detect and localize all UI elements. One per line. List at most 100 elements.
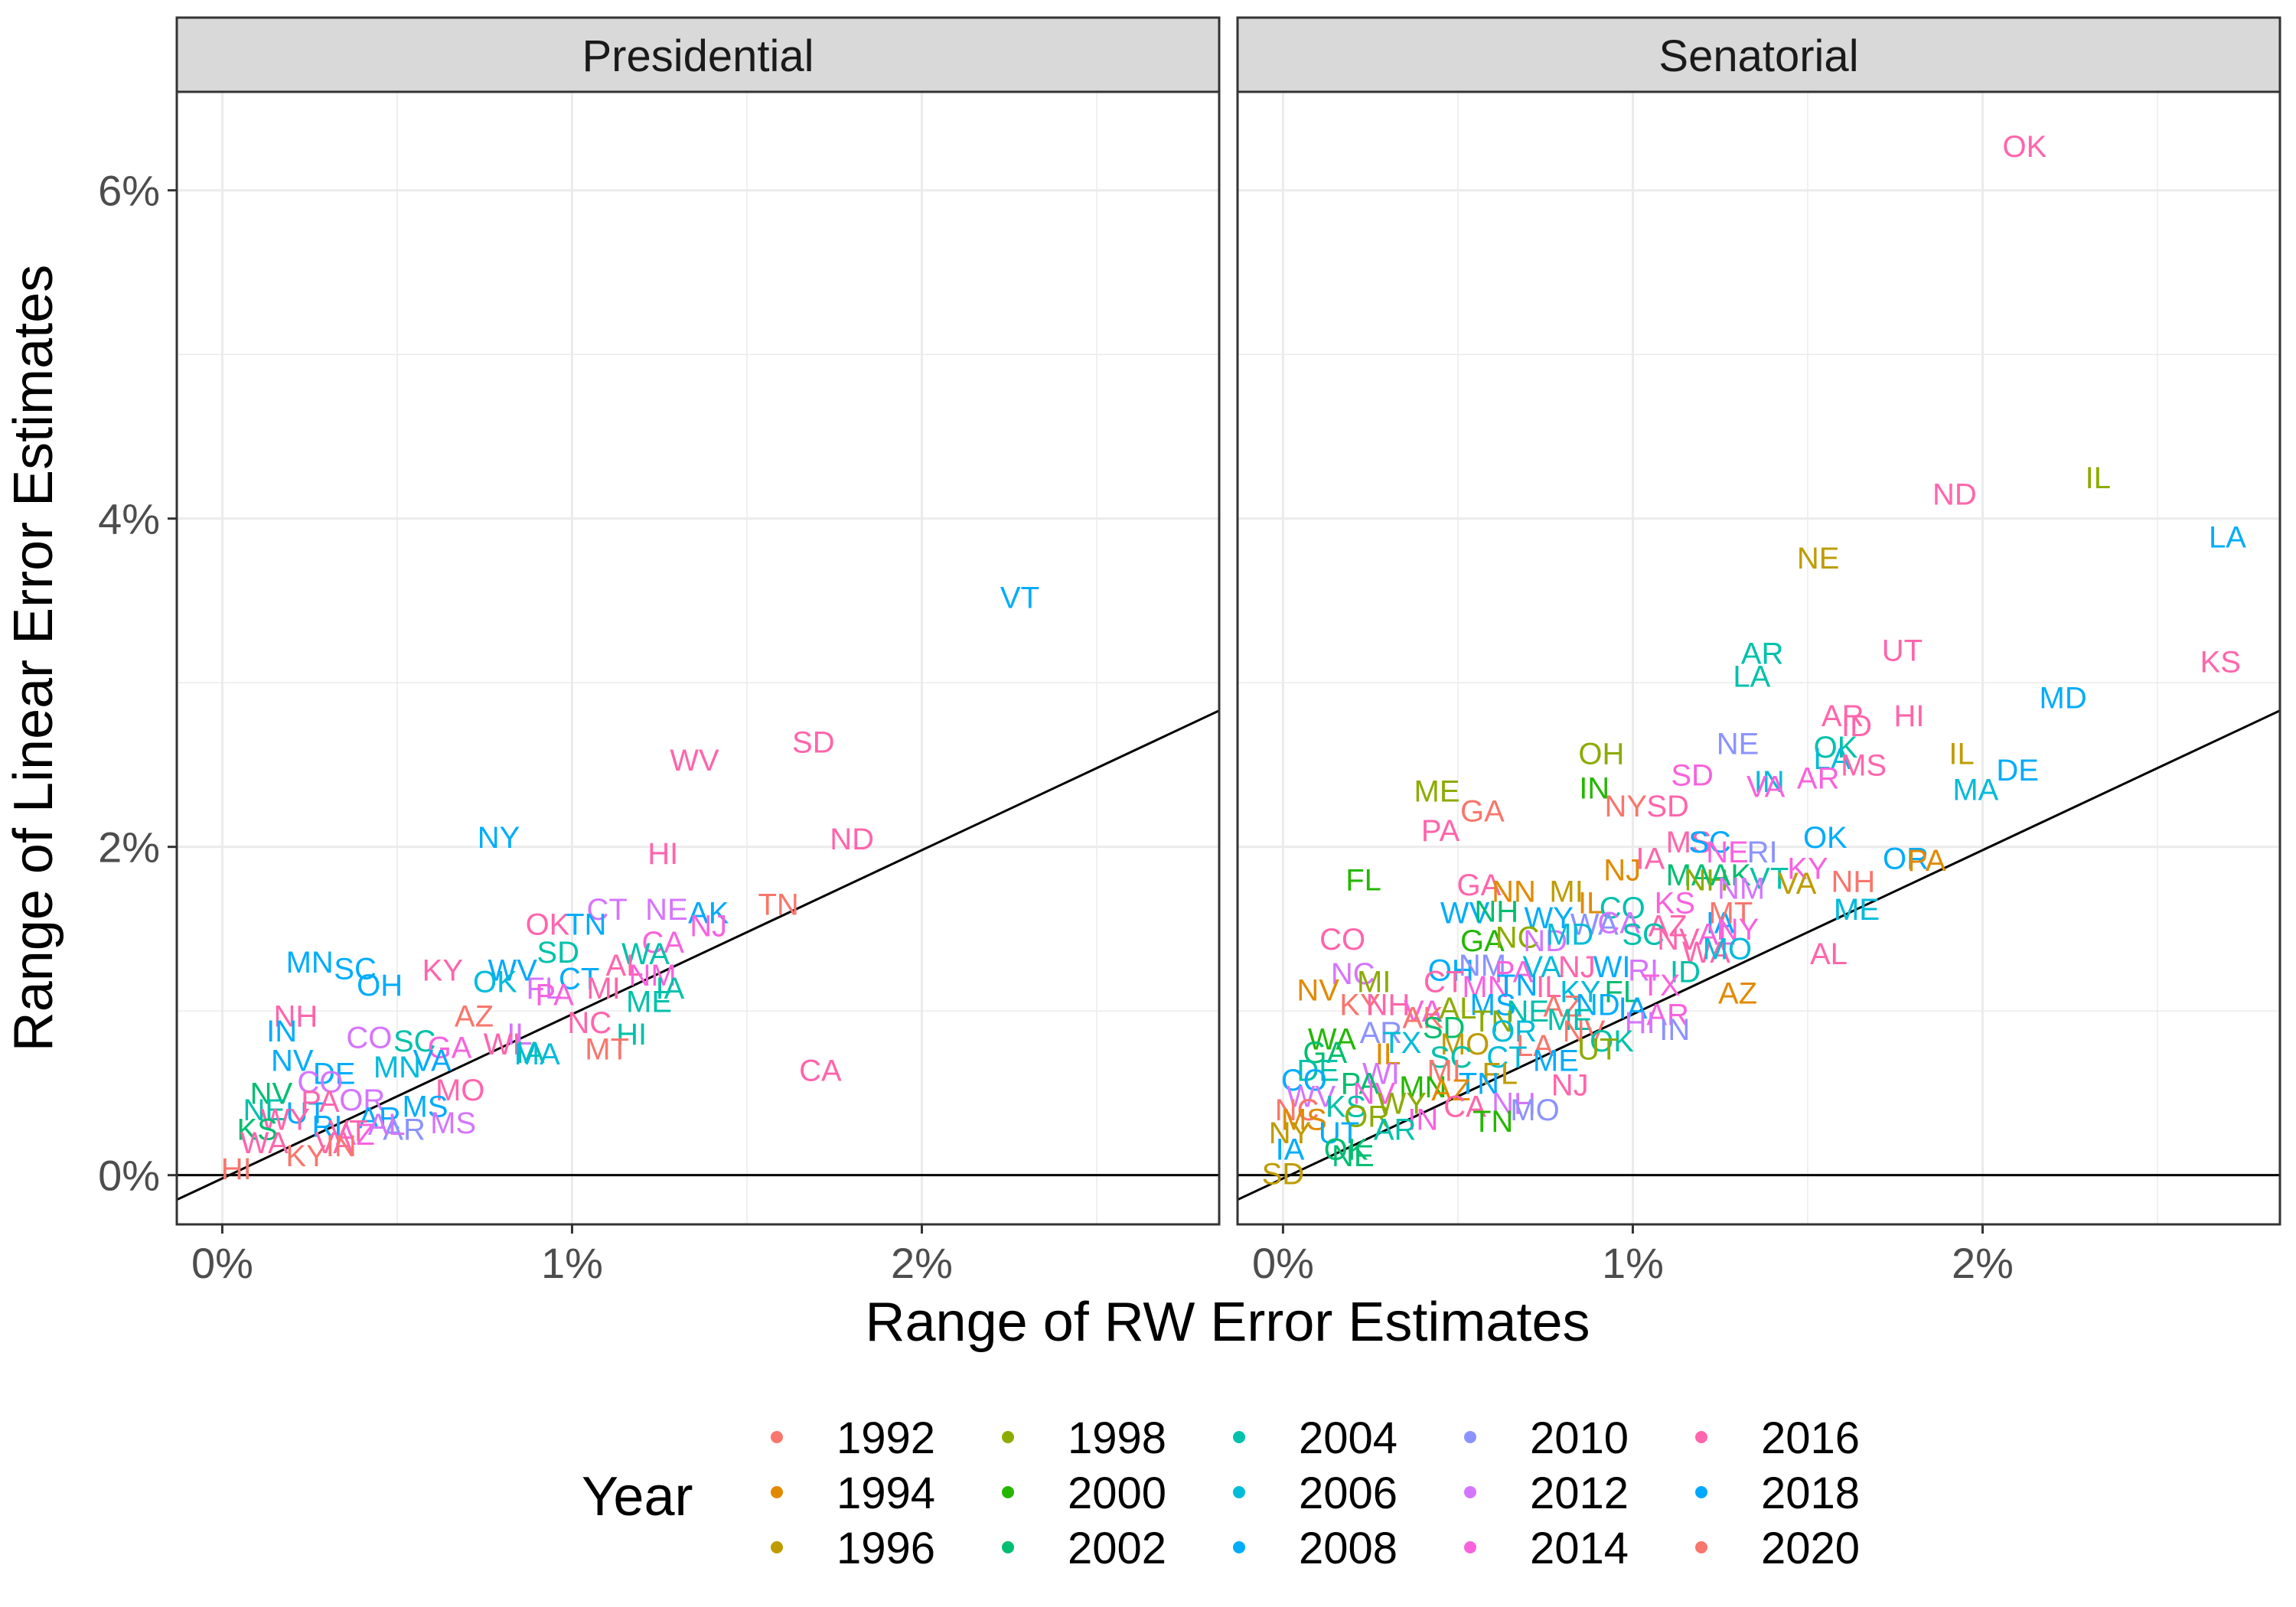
point-label: LA [1516, 1029, 1554, 1063]
point-label: IL [1536, 970, 1561, 1004]
legend-key [1464, 1486, 1476, 1498]
point-label: NJ [1551, 1069, 1589, 1103]
point-label: TX [1382, 1026, 1421, 1060]
panel-border [1236, 90, 2281, 1226]
x-tick-label: 0% [1252, 1239, 1314, 1287]
point-label: UT [285, 1097, 326, 1130]
y-axis-title: Range of Linear Error Estimates [3, 265, 64, 1051]
point-label: SC [1688, 826, 1731, 859]
point-label: MT [585, 1032, 629, 1066]
point-label: NE [1717, 728, 1760, 761]
legend-key [1695, 1486, 1707, 1498]
point-label: CA [1443, 1090, 1486, 1124]
legend-item-2014: 2014 [1464, 1524, 1629, 1573]
point-label: SC [1622, 918, 1665, 951]
point-label: PA [1341, 1068, 1380, 1101]
point-label: OH [1578, 737, 1624, 771]
point-label: MD [2040, 681, 2087, 715]
legend-item-2018: 2018 [1695, 1468, 1860, 1518]
point-label: OR [339, 1084, 385, 1117]
point-label: IL [1578, 887, 1603, 921]
point-label: AK [1403, 1002, 1444, 1035]
y-tick-label: 2% [98, 823, 160, 872]
point-label: AZ [1649, 910, 1688, 944]
point-label: FL [1482, 1058, 1518, 1091]
point-label: KY [1787, 852, 1828, 886]
point-label: UT [1882, 634, 1923, 667]
point-label: RI [1628, 954, 1658, 988]
point-label: IL [1375, 1038, 1401, 1071]
point-label: NE [1706, 836, 1749, 869]
legend-item-2020: 2020 [1695, 1524, 1860, 1573]
point-label: KY [1560, 975, 1600, 1009]
point-label: GA [1456, 869, 1501, 902]
point-label: CA [799, 1054, 842, 1087]
point-label: OK [526, 908, 570, 941]
point-label: SD [1671, 758, 1714, 792]
point-label: MI [1549, 875, 1583, 909]
legend-key [771, 1431, 783, 1443]
point-label: IA [1636, 843, 1665, 876]
point-label: OR [1491, 1015, 1537, 1048]
legend-item-1998: 1998 [1002, 1413, 1166, 1463]
point-label: OR [1344, 1100, 1390, 1133]
point-label: AL [368, 1108, 406, 1142]
point-label: WI [484, 1028, 521, 1061]
point-label: NH [274, 1000, 318, 1034]
point-label: AL [1810, 937, 1848, 971]
point-label: AZ [1543, 990, 1582, 1024]
point-label: ME [1834, 893, 1880, 927]
point-label: HI [221, 1152, 252, 1186]
legend-key [1002, 1486, 1014, 1498]
point-label: CO [1319, 923, 1365, 957]
point-label: VA [1778, 867, 1817, 901]
point-label: AR [1797, 762, 1840, 796]
point-label: AK [688, 896, 729, 930]
point-label: WI [1362, 1058, 1400, 1091]
point-label: NV [250, 1077, 293, 1110]
legend-label: 2016 [1761, 1413, 1860, 1463]
point-label: MS [1470, 989, 1516, 1022]
point-label: VA [1404, 995, 1443, 1028]
legend-label: 2010 [1530, 1413, 1629, 1463]
legend-item-2004: 2004 [1233, 1413, 1397, 1463]
point-label: AR [358, 1102, 401, 1136]
point-label: LA [1733, 660, 1770, 694]
point-label: SC [1430, 1041, 1473, 1074]
point-label: WV [1287, 1081, 1336, 1114]
point-label: ID [1670, 956, 1701, 989]
point-label: KS [2200, 645, 2241, 679]
point-label: KY [285, 1139, 326, 1173]
point-label: OK [1324, 1133, 1368, 1166]
legend-item-2016: 2016 [1695, 1413, 1860, 1463]
point-label: IA [1276, 1133, 1305, 1166]
point-label: WV [1440, 896, 1490, 930]
point-label: NY [1605, 790, 1648, 823]
point-label: WA [1682, 936, 1730, 970]
legend-label: 2006 [1299, 1468, 1397, 1518]
point-label: CA [1597, 906, 1640, 940]
point-label: WV [488, 954, 538, 988]
legend-key [1464, 1541, 1476, 1553]
point-label: MS [1666, 826, 1712, 859]
point-label: NN [1492, 875, 1536, 909]
point-label: IN [1659, 1013, 1690, 1047]
reference-lines [1238, 709, 2280, 1201]
x-tick-label: 1% [541, 1239, 603, 1287]
point-label: VA [1522, 950, 1561, 984]
point-label: HI [1894, 699, 1925, 733]
point-label: MA [1666, 859, 1712, 892]
point-label: OK [473, 966, 517, 999]
legend-label: 2000 [1068, 1468, 1166, 1518]
point-label: WA [1570, 908, 1619, 941]
y-tick-label: 6% [98, 167, 160, 215]
point-label: CA [642, 926, 685, 960]
point-label: IA [516, 1036, 545, 1070]
point-label: NE [1797, 542, 1840, 575]
point-label: AL [1439, 992, 1476, 1025]
legend-item-1996: 1996 [771, 1524, 935, 1573]
x-tick-label: 2% [1952, 1239, 2014, 1287]
facet-strip [175, 16, 1221, 93]
